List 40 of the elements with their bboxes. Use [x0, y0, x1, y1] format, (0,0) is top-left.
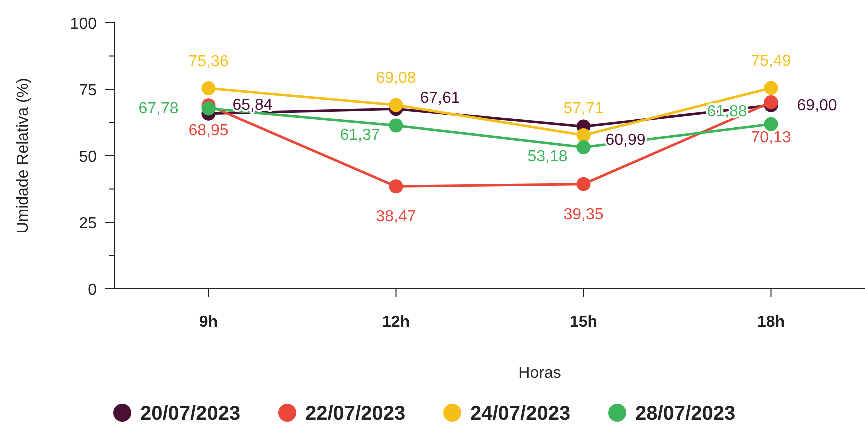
data-label: 70,13 [751, 129, 792, 146]
y-tick-label: 100 [70, 16, 98, 33]
data-label: 65,84 [232, 96, 273, 114]
legend-label: 20/07/2023 [140, 403, 241, 425]
point [576, 128, 591, 142]
y-tick-label: 0 [88, 282, 98, 299]
y-tick-label: 75 [79, 82, 98, 100]
point [202, 82, 216, 96]
y-tick-label: 50 [79, 149, 98, 166]
x-tick-label: 12h [382, 314, 410, 331]
point [389, 118, 404, 133]
x-tick-label: 15h [570, 314, 598, 331]
data-label: 75,49 [751, 53, 792, 70]
x-tick-label: 9h [199, 314, 218, 331]
data-label: 75,36 [188, 54, 229, 71]
legend-label: 24/07/2023 [470, 403, 571, 425]
data-label: 57,71 [564, 100, 604, 118]
data-label: 38,47 [376, 208, 416, 226]
x-tick-label: 18h [757, 314, 786, 331]
point [389, 98, 404, 112]
y-axis-title: Umidade Relativa (%) [15, 78, 32, 234]
point [764, 117, 778, 132]
point [576, 177, 591, 192]
y-tick-label: 25 [79, 216, 98, 232]
point [764, 81, 778, 96]
point [576, 140, 591, 155]
data-label: 68,95 [188, 122, 229, 140]
legend-label: 28/07/2023 [636, 403, 736, 425]
data-label: 61,37 [340, 126, 380, 144]
point [389, 180, 404, 194]
point [764, 95, 778, 110]
data-label: 53,18 [528, 148, 568, 166]
data-label: 67,78 [138, 100, 179, 118]
point [202, 102, 216, 116]
x-axis-title: Horas [518, 365, 562, 382]
data-label: 67,61 [420, 90, 460, 108]
data-label: 39,35 [564, 206, 604, 224]
data-label: 69,08 [376, 70, 416, 88]
data-label: 69,00 [797, 97, 838, 114]
legend-label: 22/07/2023 [306, 403, 406, 425]
